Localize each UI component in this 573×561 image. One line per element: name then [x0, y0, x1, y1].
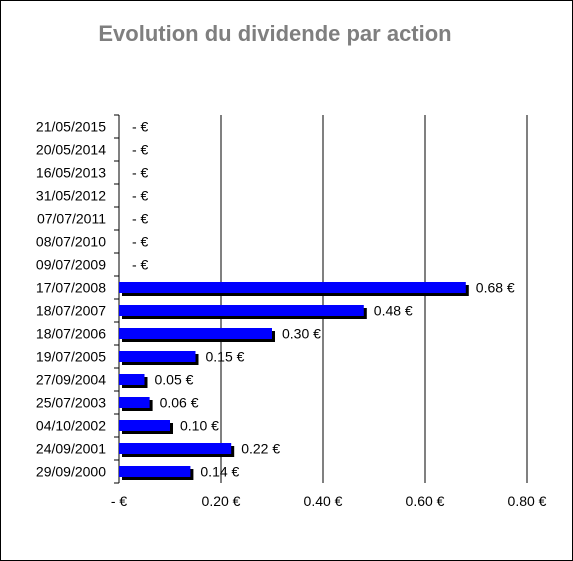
x-tick-label: - €: [111, 493, 128, 509]
chart-title: Evolution du dividende par action: [98, 21, 452, 46]
y-category-label: 18/07/2007: [36, 303, 106, 319]
y-category-label: 17/07/2008: [36, 280, 106, 296]
y-category-label: 16/05/2013: [36, 165, 106, 181]
bar: [119, 466, 191, 477]
y-category-label: 25/07/2003: [36, 395, 106, 411]
y-category-label: 27/09/2004: [36, 372, 106, 388]
data-label: - €: [132, 165, 149, 181]
y-category-label: 09/07/2009: [36, 257, 106, 273]
y-category-label: 21/05/2015: [36, 119, 106, 135]
data-label: - €: [132, 119, 149, 135]
y-category-label: 24/09/2001: [36, 441, 106, 457]
x-tick-label: 0.80 €: [508, 493, 547, 509]
bar: [119, 351, 196, 362]
data-label: 0.10 €: [180, 418, 219, 434]
y-category-label: 04/10/2002: [36, 418, 106, 434]
y-category-label: 19/07/2005: [36, 349, 106, 365]
y-category-label: 31/05/2012: [36, 188, 106, 204]
y-category-label: 18/07/2006: [36, 326, 106, 342]
bar: [119, 282, 466, 293]
data-label: - €: [132, 257, 149, 273]
bar: [119, 420, 170, 431]
bar: [119, 443, 232, 454]
y-category-label: 29/09/2000: [36, 464, 106, 480]
data-label: - €: [132, 142, 149, 158]
bar: [119, 305, 364, 316]
bar: [119, 328, 272, 339]
data-label: 0.30 €: [282, 326, 321, 342]
data-label: - €: [132, 188, 149, 204]
data-label: 0.14 €: [200, 464, 239, 480]
y-category-label: 20/05/2014: [36, 142, 106, 158]
data-label: - €: [132, 234, 149, 250]
data-label: - €: [132, 211, 149, 227]
y-category-label: 08/07/2010: [36, 234, 106, 250]
data-label: 0.68 €: [476, 280, 515, 296]
data-label: 0.06 €: [160, 395, 199, 411]
data-label: 0.15 €: [206, 349, 245, 365]
bar: [119, 374, 145, 385]
x-tick-label: 0.60 €: [406, 493, 445, 509]
y-category-label: 07/07/2011: [37, 211, 106, 227]
x-tick-label: 0.40 €: [304, 493, 343, 509]
bar: [119, 397, 150, 408]
data-label: 0.05 €: [155, 372, 194, 388]
data-label: 0.22 €: [241, 441, 280, 457]
data-label: 0.48 €: [374, 303, 413, 319]
x-tick-label: 0.20 €: [202, 493, 241, 509]
